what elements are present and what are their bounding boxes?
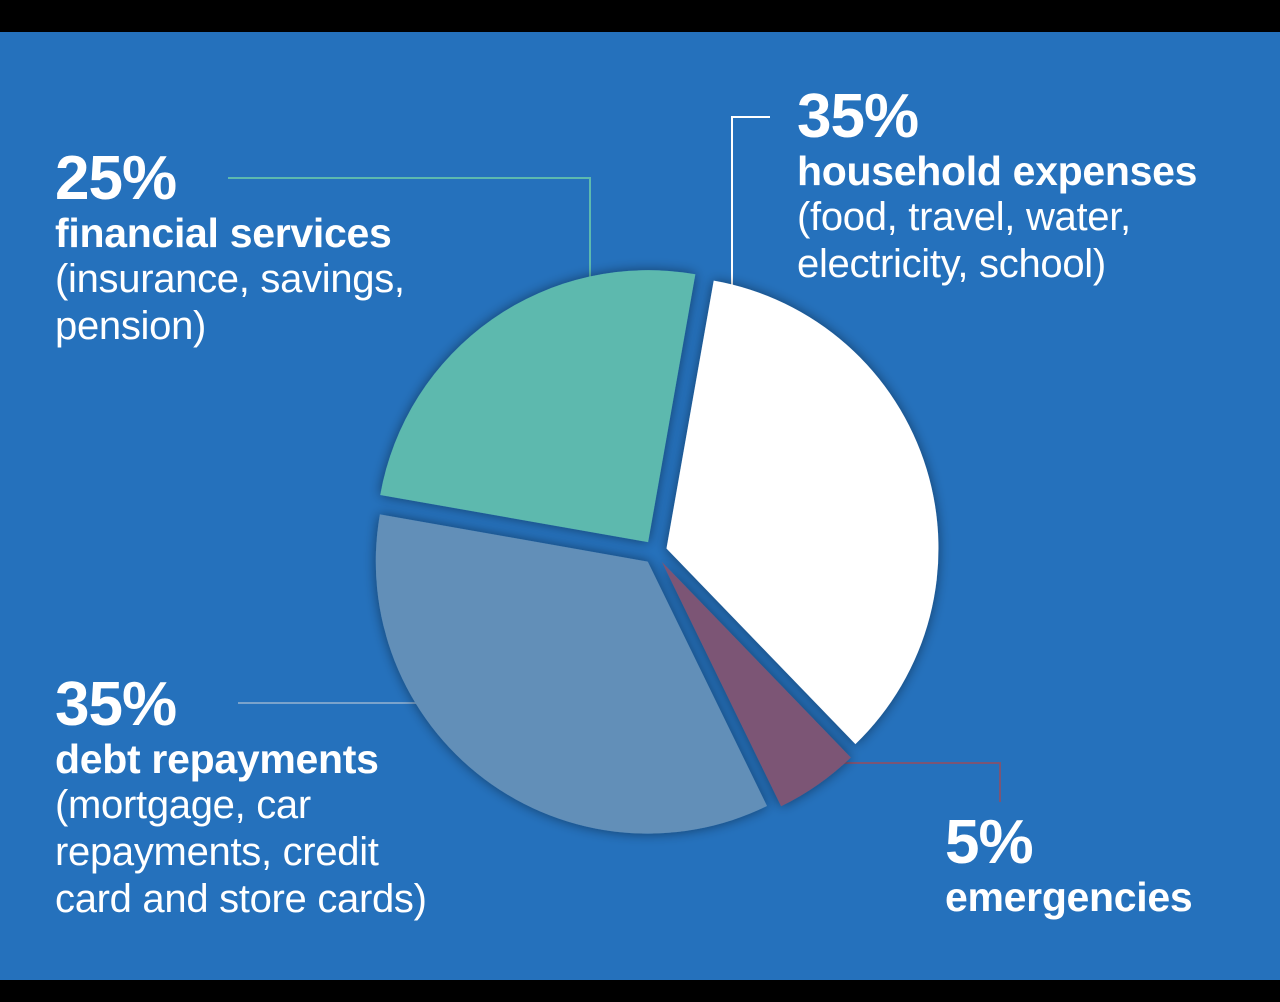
debt-description-line3: card and store cards) (55, 877, 427, 921)
household-description-line1: (food, travel, water, (797, 195, 1131, 239)
label-household-expenses: 35% household expenses (food, travel, wa… (797, 86, 1197, 288)
chart-panel: 35% household expenses (food, travel, wa… (0, 32, 1280, 980)
leader-household (731, 116, 770, 300)
emergencies-percent: 5% (945, 808, 1034, 877)
label-debt-repayments: 35% debt repayments (mortgage, car repay… (55, 674, 427, 923)
leader-emergencies (800, 762, 1001, 802)
financial-description-line1: (insurance, savings, (55, 257, 405, 301)
slice-emergencies (661, 561, 851, 807)
household-category: household expenses (797, 148, 1198, 194)
pie-chart (228, 116, 1001, 834)
household-percent: 35% (797, 82, 919, 151)
slice-financial-services (380, 270, 696, 543)
financial-percent: 25% (55, 144, 177, 213)
debt-description-line2: repayments, credit (55, 830, 379, 874)
emergencies-category: emergencies (945, 874, 1193, 920)
household-description-line2: electricity, school) (797, 242, 1106, 286)
label-emergencies: 5% emergencies (945, 808, 1193, 921)
slice-household-expenses (666, 280, 939, 745)
debt-category: debt repayments (55, 736, 379, 782)
label-financial-services: 25% financial services (insurance, savin… (55, 148, 405, 350)
leader-financial (228, 177, 591, 282)
slice-debt-repayments (375, 514, 768, 834)
financial-description-line2: pension) (55, 304, 207, 348)
financial-category: financial services (55, 210, 392, 256)
debt-description-line1: (mortgage, car (55, 783, 311, 827)
debt-percent: 35% (55, 670, 177, 739)
